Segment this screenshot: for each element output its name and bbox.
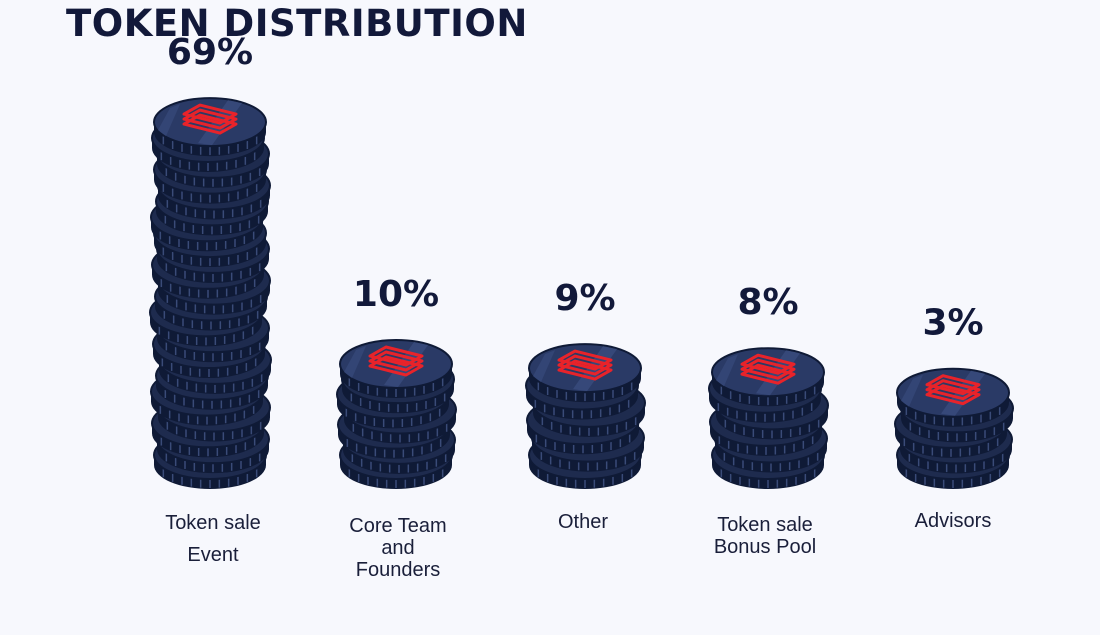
coin-stack-bar (336, 339, 457, 489)
coin-logo-icon (925, 374, 981, 406)
coin-stack-bar (708, 347, 829, 489)
page-title: TOKEN DISTRIBUTION (66, 2, 528, 45)
value-label: 8% (737, 282, 798, 323)
value-label: 9% (554, 278, 615, 319)
coin-logo-icon (740, 353, 796, 385)
coin-logo-icon (557, 349, 613, 381)
coin-stack-bar (525, 343, 646, 489)
category-label-token-sale-bonus-pool: Token sale Bonus Pool (713, 514, 817, 558)
coin-logo-icon (182, 103, 238, 135)
category-label-other: Other (557, 511, 609, 533)
value-label: 10% (353, 274, 439, 315)
coin-logo-icon (368, 345, 424, 377)
category-label-core-team-and-founders: Core Team and Founders (349, 515, 447, 581)
coin-stack-bar (149, 97, 272, 489)
category-label-advisors: Advisors (914, 510, 992, 532)
category-label-token-sale-event: Token sale Event (165, 512, 261, 566)
value-label: 69% (167, 32, 253, 73)
value-label: 3% (922, 303, 983, 344)
coin-stack-bar (894, 367, 1014, 489)
